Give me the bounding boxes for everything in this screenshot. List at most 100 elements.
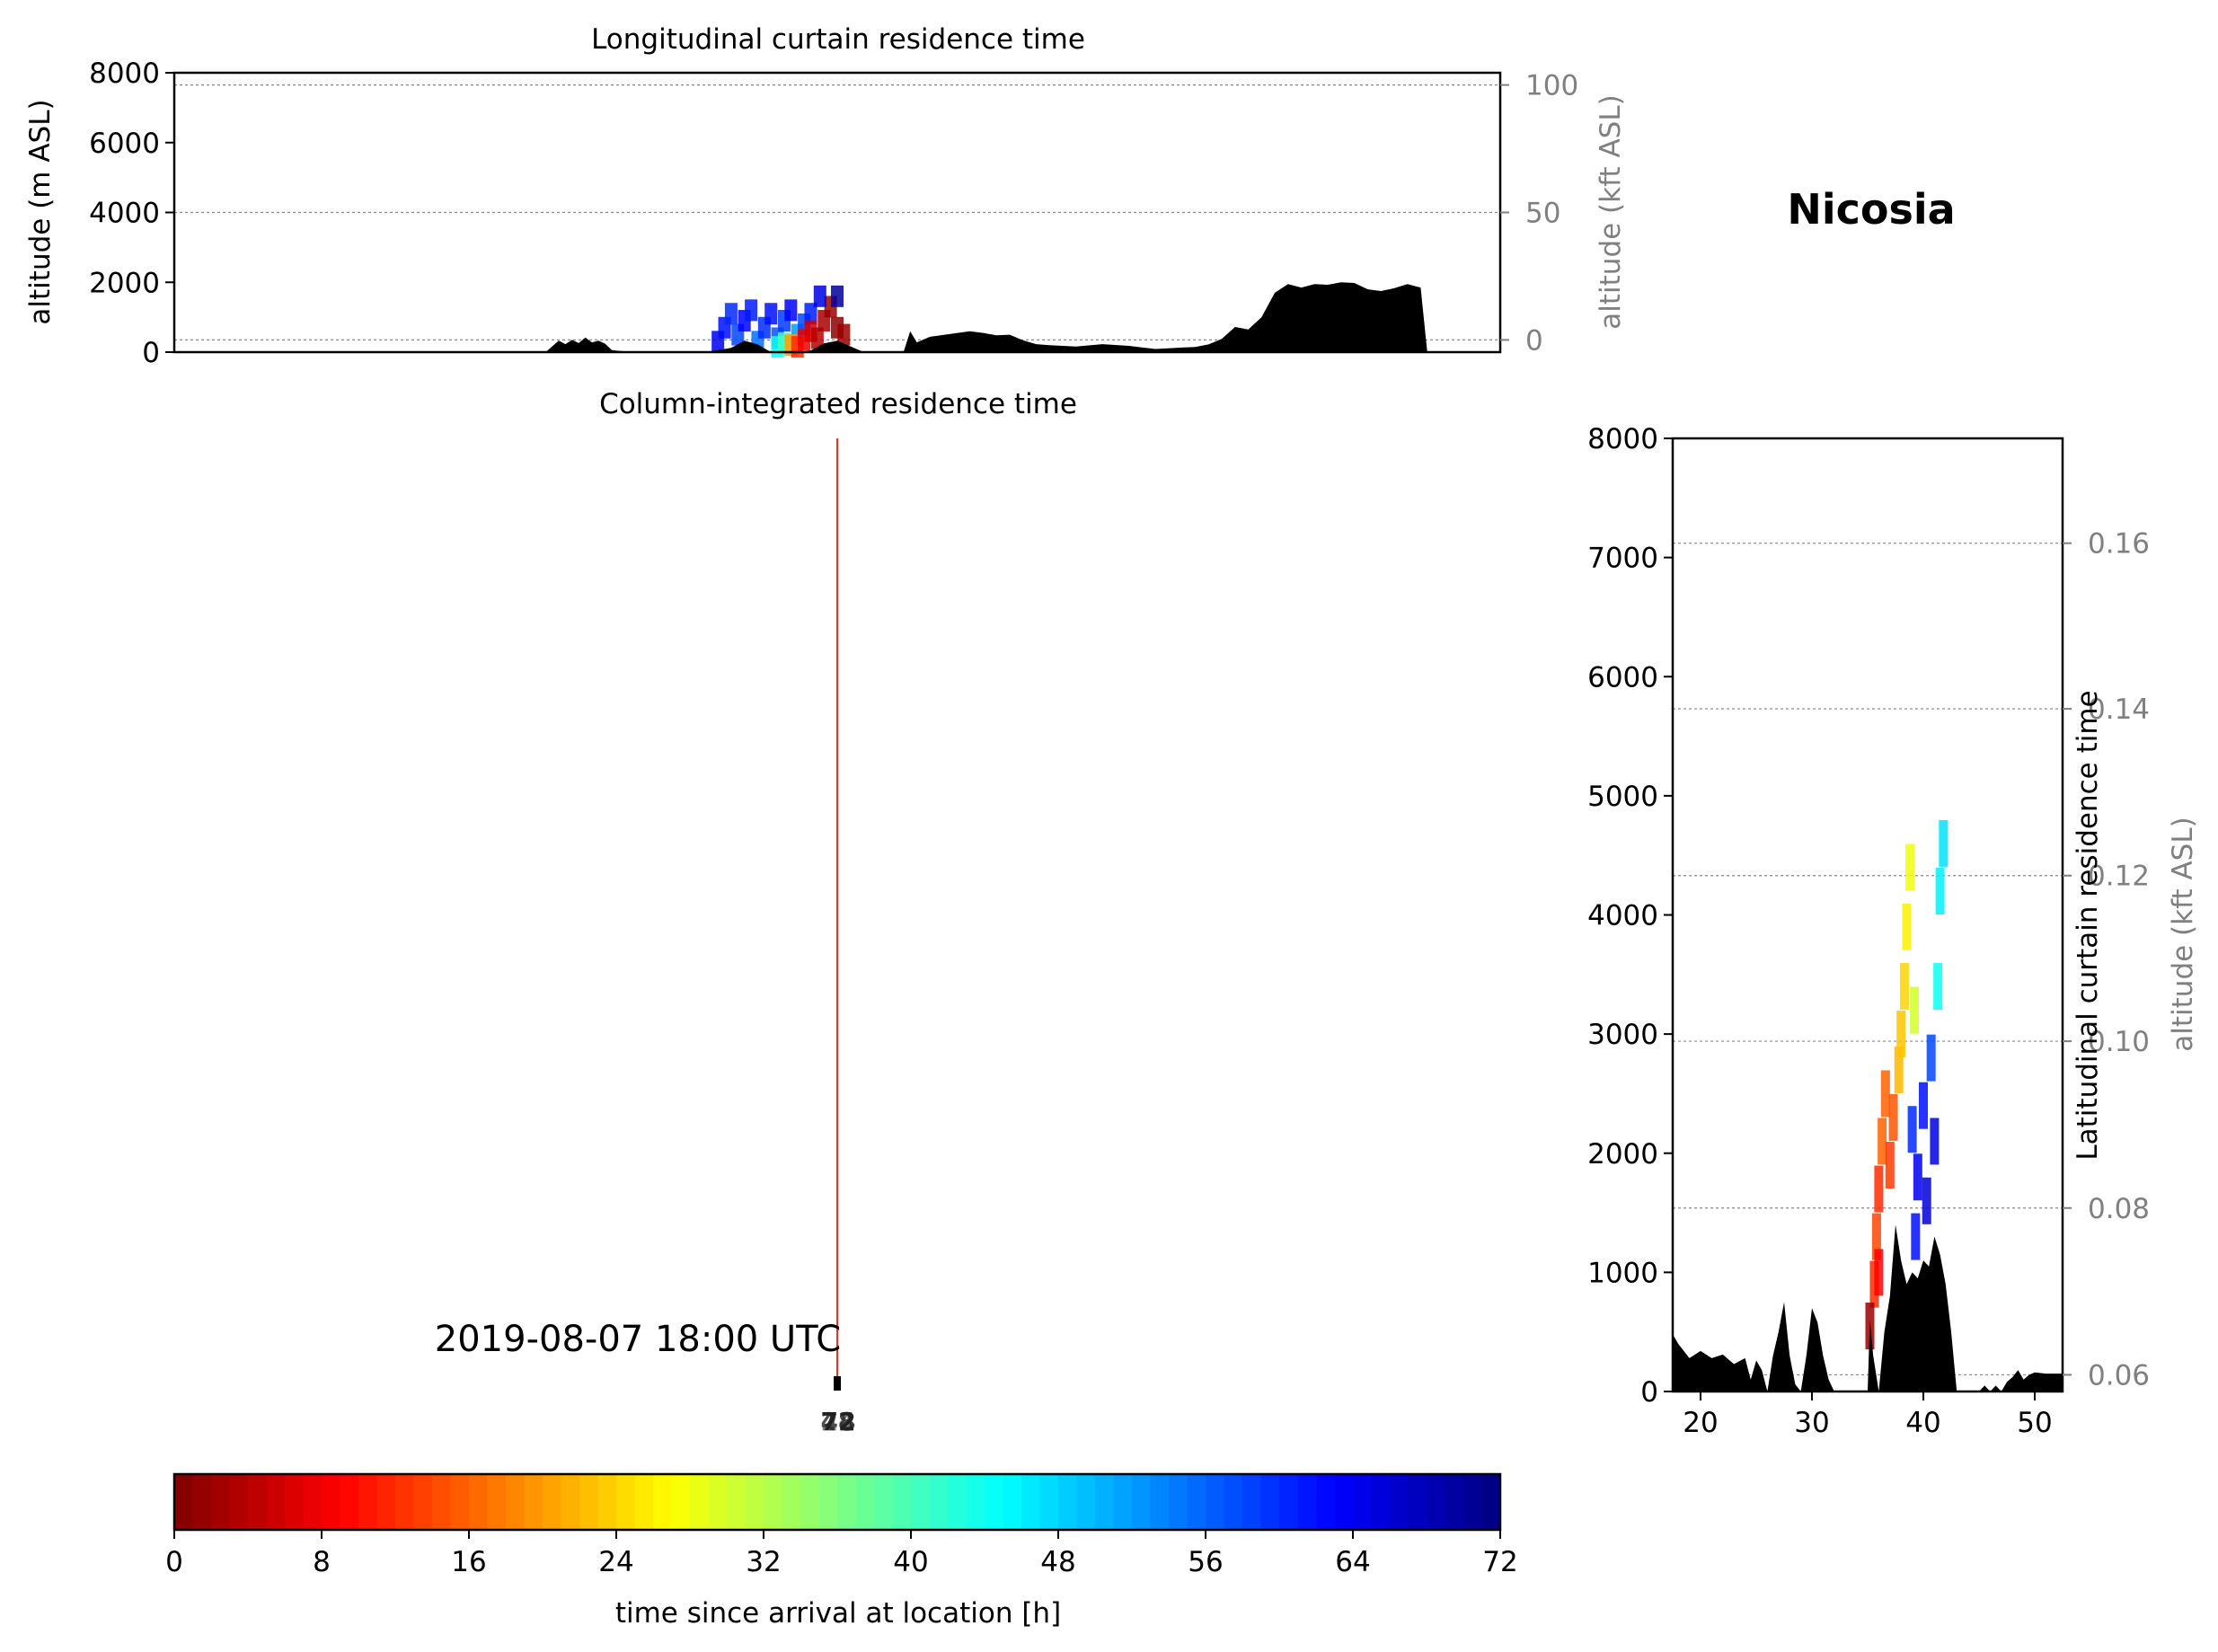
colorbar-swatch xyxy=(1039,1474,1059,1530)
colorbar-swatch xyxy=(579,1474,599,1530)
colorbar-swatch xyxy=(192,1474,212,1530)
colorbar-swatch xyxy=(376,1474,396,1530)
longitudinal-terrain xyxy=(174,282,1500,352)
colorbar-tick-label: 72 xyxy=(1482,1546,1517,1578)
latitudinal-ytick-label: 8000 xyxy=(1587,423,1658,455)
colorbar-swatch xyxy=(266,1474,286,1530)
latitudinal-residence-cell xyxy=(1899,963,1909,1011)
timestamp-label: 2019-08-07 18:00 UTC xyxy=(435,1319,841,1360)
colorbar-swatch xyxy=(174,1474,194,1530)
colorbar-swatch xyxy=(432,1474,452,1530)
colorbar-swatch xyxy=(285,1474,305,1530)
colorbar-swatch xyxy=(1058,1474,1078,1530)
longitudinal-title: Longitudinal curtain residence time xyxy=(591,23,1085,56)
latitudinal-residence-cell xyxy=(1894,1046,1904,1093)
colorbar-tick-label: 32 xyxy=(746,1546,781,1578)
latitudinal-residence-cell xyxy=(1922,1177,1931,1224)
trajectory-label-24: 24 xyxy=(821,1407,856,1436)
colorbar-swatch xyxy=(395,1474,415,1530)
colorbar-tick-label: 48 xyxy=(1040,1546,1075,1578)
latitudinal-xtick-label: 20 xyxy=(1683,1407,1718,1439)
latitudinal-y2tick-label: 0.06 xyxy=(2088,1359,2150,1391)
colorbar-swatch xyxy=(818,1474,838,1530)
colorbar-swatch xyxy=(487,1474,507,1530)
latitudinal-ytick-label: 0 xyxy=(1640,1376,1658,1409)
colorbar-tick-label: 16 xyxy=(451,1546,486,1578)
colorbar-swatch xyxy=(782,1474,801,1530)
colorbar-swatch xyxy=(1187,1474,1206,1530)
colorbar-swatch xyxy=(671,1474,691,1530)
colorbar-swatch xyxy=(985,1474,1004,1530)
colorbar-swatch xyxy=(874,1474,894,1530)
colorbar-swatch xyxy=(1113,1474,1133,1530)
longitudinal-residence-cell xyxy=(764,303,778,325)
colorbar-swatch xyxy=(653,1474,673,1530)
latitudinal-ytick-label: 6000 xyxy=(1587,661,1658,693)
colorbar-swatch xyxy=(524,1474,543,1530)
latitudinal-residence-cell xyxy=(1913,1153,1922,1201)
latitudinal-ytick-label: 5000 xyxy=(1587,781,1658,813)
longitudinal-y2tick-label: 0 xyxy=(1525,324,1543,357)
colorbar-swatch xyxy=(1390,1474,1409,1530)
latitudinal-residence-cell xyxy=(1896,1011,1906,1058)
colorbar-swatch xyxy=(855,1474,875,1530)
longitudinal-ytick-label: 4000 xyxy=(89,198,160,230)
latitudinal-xtick-label: 40 xyxy=(1905,1407,1940,1439)
latitudinal-ytick-label: 1000 xyxy=(1587,1257,1658,1289)
latitudinal-residence-cell xyxy=(1910,986,1920,1034)
longitudinal-ytick-label: 8000 xyxy=(89,57,160,90)
colorbar-swatch xyxy=(1445,1474,1464,1530)
colorbar-tick-label: 24 xyxy=(598,1546,633,1578)
colorbar-swatch xyxy=(1224,1474,1243,1530)
colorbar-swatch xyxy=(690,1474,710,1530)
latitudinal-curtain-panel: 0 1000 2000 3000 4000 5000 6000 7000 8000 20 30 40 5… xyxy=(1587,423,2199,1439)
latitudinal-terrain xyxy=(1673,1224,2063,1391)
colorbar-swatch xyxy=(469,1474,489,1530)
longitudinal-residence-cell xyxy=(810,327,824,349)
longitudinal-y2label: altitude (kft ASL) xyxy=(1595,94,1627,329)
column-title: Column-integrated residence time xyxy=(599,388,1077,420)
colorbar-swatch xyxy=(1021,1474,1041,1530)
longitudinal-ytick-label: 6000 xyxy=(89,128,160,160)
colorbar-swatch xyxy=(303,1474,323,1530)
colorbar-swatch xyxy=(1353,1474,1373,1530)
colorbar-swatch xyxy=(1003,1474,1022,1530)
colorbar-swatch xyxy=(1242,1474,1262,1530)
longitudinal-curtain-panel: Longitudinal curtain residence time 0 200… xyxy=(24,23,1627,369)
colorbar-swatch xyxy=(211,1474,231,1530)
colorbar-tick-label: 8 xyxy=(313,1546,331,1578)
latitudinal-axes-frame xyxy=(1671,437,2064,1393)
latitudinal-residence-cell xyxy=(1871,1213,1881,1260)
trajectory-end-marker xyxy=(834,1376,841,1391)
colorbar-tick-label: 56 xyxy=(1188,1546,1223,1578)
colorbar: 0 8 16 24 32 40 48 56 64 72 xyxy=(165,1472,1518,1578)
longitudinal-residence-cell xyxy=(813,285,826,307)
latitudinal-residence-cell xyxy=(1902,903,1912,950)
colorbar-swatch xyxy=(248,1474,268,1530)
colorbar-swatch xyxy=(561,1474,580,1530)
colorbar-swatch xyxy=(229,1474,249,1530)
latitudinal-y2tick-label: 0.12 xyxy=(2088,861,2150,893)
colorbar-swatch xyxy=(413,1474,433,1530)
colorbar-swatch xyxy=(892,1474,912,1530)
colorbar-swatch xyxy=(1334,1474,1354,1530)
trajectory-label-48: 48 xyxy=(821,1407,856,1436)
latitudinal-residence-cell xyxy=(1911,1213,1921,1260)
colorbar-swatch xyxy=(340,1474,359,1530)
colorbar-swatch xyxy=(1132,1474,1152,1530)
colorbar-swatch xyxy=(911,1474,931,1530)
column-integrated-panel: Column-integrated residence time 2019-08… xyxy=(435,388,1077,1436)
latitudinal-residence-cell xyxy=(1935,867,1945,914)
colorbar-swatch xyxy=(837,1474,857,1530)
longitudinal-residence-cell xyxy=(804,303,817,325)
longitudinal-residence-cell xyxy=(745,299,758,322)
latitudinal-residence-cell xyxy=(1930,1118,1940,1165)
colorbar-panel: 0 8 16 24 32 40 48 56 64 72 time since arrival at… xyxy=(165,1472,1518,1630)
colorbar-swatch xyxy=(948,1474,968,1530)
longitudinal-residence-cell xyxy=(837,323,851,346)
latitudinal-residence-cell xyxy=(1907,1106,1917,1153)
latitudinal-title: Latitudinal curtain residence time xyxy=(2072,690,2104,1160)
colorbar-swatch xyxy=(745,1474,764,1530)
latitudinal-y2tick-label: 0.08 xyxy=(2088,1193,2150,1225)
latitudinal-residence-cell xyxy=(1933,963,1943,1011)
